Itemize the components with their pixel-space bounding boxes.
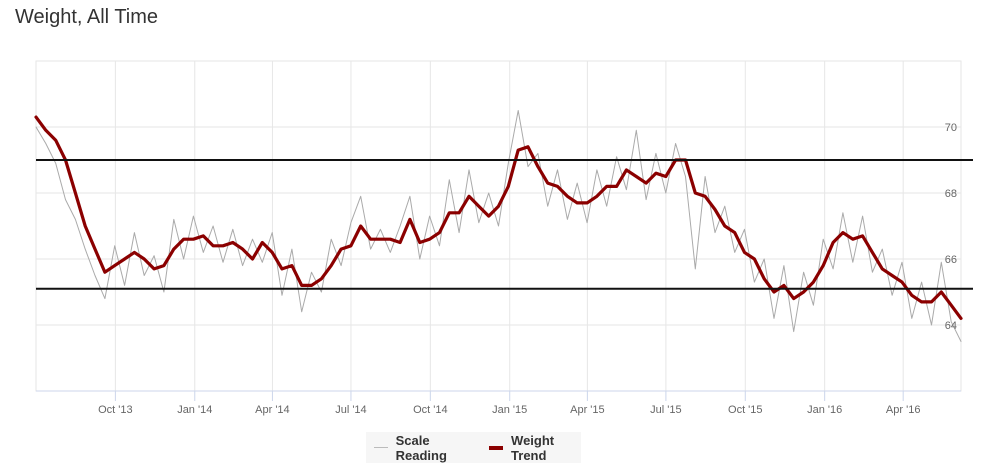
y-tick-label: 64 [945, 320, 957, 332]
x-tick-label: Apr '16 [886, 404, 921, 416]
legend-item-weight-trend[interactable]: Weight Trend [489, 433, 581, 463]
x-tick-label: Apr '15 [570, 404, 605, 416]
chart-title: Weight, All Time [15, 6, 159, 28]
legend-label: Scale Reading [395, 432, 447, 463]
x-tick-label: Jan '14 [177, 404, 212, 416]
legend-item-scale-reading[interactable]: Scale Reading [374, 433, 471, 463]
legend-label: Weight Trend [511, 432, 555, 463]
scale-reading-swatch [374, 447, 388, 448]
x-tick-label: Jul '14 [335, 404, 366, 416]
x-tick-label: Apr '14 [255, 404, 290, 416]
x-tick-label: Jan '16 [807, 404, 842, 416]
x-tick-label: Oct '13 [98, 404, 133, 416]
y-tick-label: 70 [945, 122, 957, 134]
y-tick-label: 68 [945, 188, 957, 200]
x-tick-label: Oct '14 [413, 404, 448, 416]
x-tick-label: Oct '15 [728, 404, 763, 416]
y-tick-label: 66 [945, 254, 957, 266]
weight-trend-swatch [489, 445, 504, 450]
x-tick-label: Jan '15 [492, 404, 527, 416]
x-tick-label: Jul '15 [650, 404, 681, 416]
legend: Scale Reading Weight Trend [366, 432, 581, 463]
scale-reading-line [35, 110, 962, 342]
